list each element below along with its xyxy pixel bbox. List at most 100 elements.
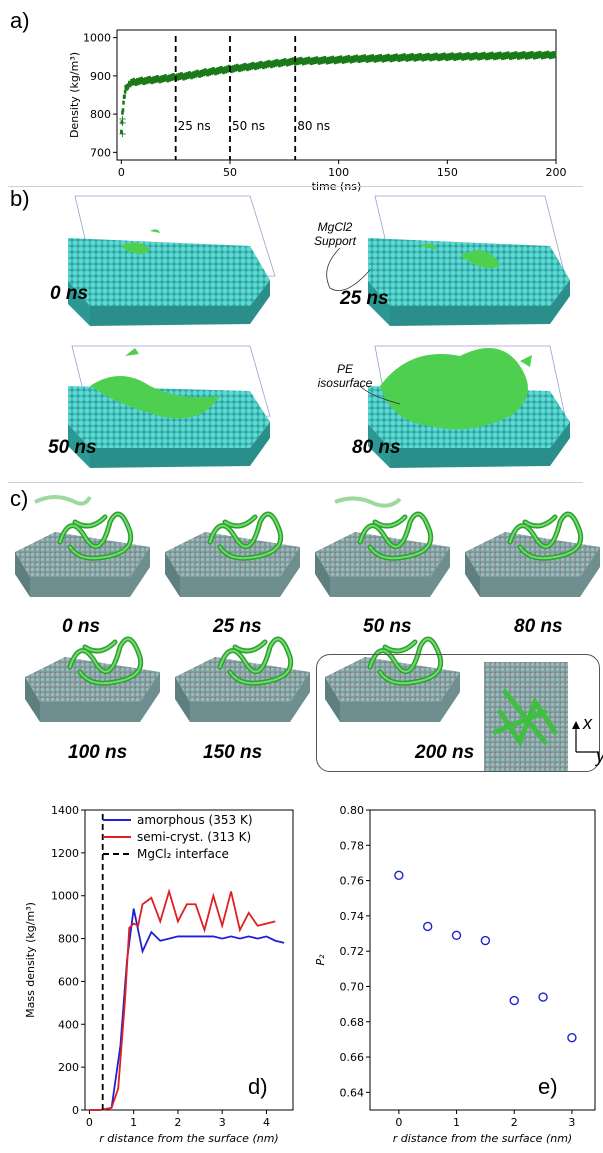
chart-e-ytick-label: 0.74 [340, 910, 365, 923]
chart-a-xtick-label: 100 [328, 166, 349, 179]
chart-a-ytick-label: 900 [90, 70, 111, 83]
panel-b-snapshots [68, 195, 570, 468]
chart-a-point: + [118, 118, 126, 129]
chart-a-vline-label: 80 ns [297, 119, 330, 133]
chart-d-frame [84, 809, 294, 1111]
panel-c-slab-side [15, 552, 30, 597]
chart-d-xtick-label: 3 [219, 1116, 226, 1129]
chart-e-ytick-label: 0.78 [340, 839, 365, 852]
panel-e-label: e) [538, 1074, 558, 1099]
panel-c-loose-chain [334, 496, 402, 508]
chart-d-ytick-label: 1400 [51, 804, 79, 817]
pe-annotation: PE isosurface [305, 362, 385, 390]
chart-a-ylabel: Density (kg/m³) [68, 52, 81, 138]
panel-c-chain-highlight [59, 513, 132, 560]
chart-a-xtick-label: 50 [223, 166, 237, 179]
chart-d-ytick-label: 200 [58, 1061, 79, 1074]
panel-c-time-2: 50 ns [363, 616, 412, 637]
panel-b-time-0: 0 ns [50, 283, 89, 304]
chart-a-xtick-label: 150 [437, 166, 458, 179]
panel-a-label: a) [10, 8, 30, 33]
panel-b-time-1: 25 ns [340, 288, 389, 309]
panel-c-slab-side [165, 552, 180, 597]
chart-e-ytick-label: 0.68 [340, 1016, 365, 1029]
chart-e-ytick-label: 0.64 [340, 1086, 365, 1099]
chart-d-legend-label: amorphous (353 K) [137, 813, 253, 827]
chart-d-xtick-label: 0 [86, 1116, 93, 1129]
support-annotation-line1: MgCl2 [317, 220, 353, 234]
chart-d: 0 1 2 3 4 0 200 400 600 800 1000 1200 1400 r distance… [24, 804, 294, 1145]
chart-e-point [480, 935, 491, 946]
snapshot-25ns [368, 195, 570, 326]
chart-e-point [567, 1032, 577, 1043]
chart-d-xtick-label: 1 [130, 1116, 137, 1129]
chart-a-vline-label: 50 ns [232, 119, 265, 133]
panel-c-slab-front [180, 547, 300, 597]
pe-annotation-line1: PE [336, 362, 353, 376]
panel-c-slab-front [340, 672, 460, 722]
panel-c-chain-highlight [209, 513, 282, 560]
separator-bc [8, 482, 583, 483]
chart-e-point [538, 992, 548, 1002]
panel-d-label: d) [248, 1074, 268, 1099]
chart-e-xtick-label: 2 [511, 1116, 518, 1129]
chart-d-ytick-label: 800 [58, 933, 79, 946]
chart-a-xtick-label: 200 [546, 166, 567, 179]
panel-c-chain-highlight [369, 638, 442, 685]
chart-a-point: + [118, 129, 126, 140]
panel-c-snapshot [175, 636, 310, 722]
panel-c-time-4: 100 ns [68, 742, 128, 763]
panel-c-time-5: 150 ns [203, 742, 263, 763]
chart-a-ytick-label: 1000 [83, 32, 111, 45]
chart-e-ytick-label: 0.70 [340, 980, 365, 993]
chart-d-ytick-label: 400 [58, 1018, 79, 1031]
panel-c-snapshot [315, 511, 450, 597]
chart-e-xtick-label: 0 [395, 1116, 402, 1129]
panel-c-slab-side [325, 677, 340, 722]
panel-c-loose-chain [34, 495, 92, 506]
panel-c-snapshot [465, 511, 600, 597]
panel-c-time-1: 25 ns [213, 616, 262, 637]
chart-a-ytick-label: 700 [90, 146, 111, 159]
separator-ab [8, 186, 583, 187]
panel-c-snapshot [25, 636, 160, 722]
panel-c-slab-front [190, 672, 310, 722]
chart-e-point [394, 870, 404, 880]
chart-a-vline-label: 25 ns [178, 119, 211, 133]
panel-c-snapshots [15, 495, 600, 772]
chart-e-point [422, 921, 433, 932]
chart-e-xlabel: r distance from the surface (nm) [393, 1132, 572, 1145]
chart-a-xtick-label: 0 [118, 166, 125, 179]
chart-d-xtick-label: 2 [174, 1116, 181, 1129]
chart-e-point [451, 930, 462, 940]
panel-c-slab-front [40, 672, 160, 722]
chart-d-ytick-label: 0 [72, 1104, 79, 1117]
chart-e-ytick-label: 0.72 [340, 945, 365, 958]
chart-d-ytick-label: 1200 [51, 847, 79, 860]
snapshot-80ns [368, 345, 570, 468]
panel-c-slab-side [465, 552, 480, 597]
chart-e-ytick-label: 0.66 [340, 1051, 365, 1064]
chart-a-point: + [118, 114, 126, 125]
snapshot-50ns [68, 345, 271, 468]
chart-d-xlabel: r distance from the surface (nm) [99, 1132, 278, 1145]
chart-e-point [509, 995, 519, 1006]
chart-a-ytick-label: 800 [90, 108, 111, 121]
panel-c-snapshot [165, 511, 300, 597]
chart-d-ylabel: Mass density (kg/m³) [24, 902, 37, 1018]
panel-c-slab-side [315, 552, 330, 597]
chart-d-legend-label: semi-cryst. (313 K) [137, 830, 251, 844]
panel-c-slab-side [175, 677, 190, 722]
panel-c-slab-front [330, 547, 450, 597]
support-annotation: MgCl2 Support [300, 220, 370, 248]
axis-label-y: y [596, 746, 603, 767]
chart-d-xtick-label: 4 [263, 1116, 270, 1129]
chart-e-xtick-label: 1 [453, 1116, 460, 1129]
chart-d-ytick-label: 1000 [51, 890, 79, 903]
support-annotation-line2: Support [313, 234, 357, 248]
panel-c-slab-side [25, 677, 40, 722]
chart-e: 0 1 2 3 0.64 0.66 0.68 0.70 0.72 0.74 0.76 0.78 0.80… [314, 804, 596, 1145]
panel-c-chain-highlight [219, 638, 292, 685]
chart-e-xtick-label: 3 [568, 1116, 575, 1129]
